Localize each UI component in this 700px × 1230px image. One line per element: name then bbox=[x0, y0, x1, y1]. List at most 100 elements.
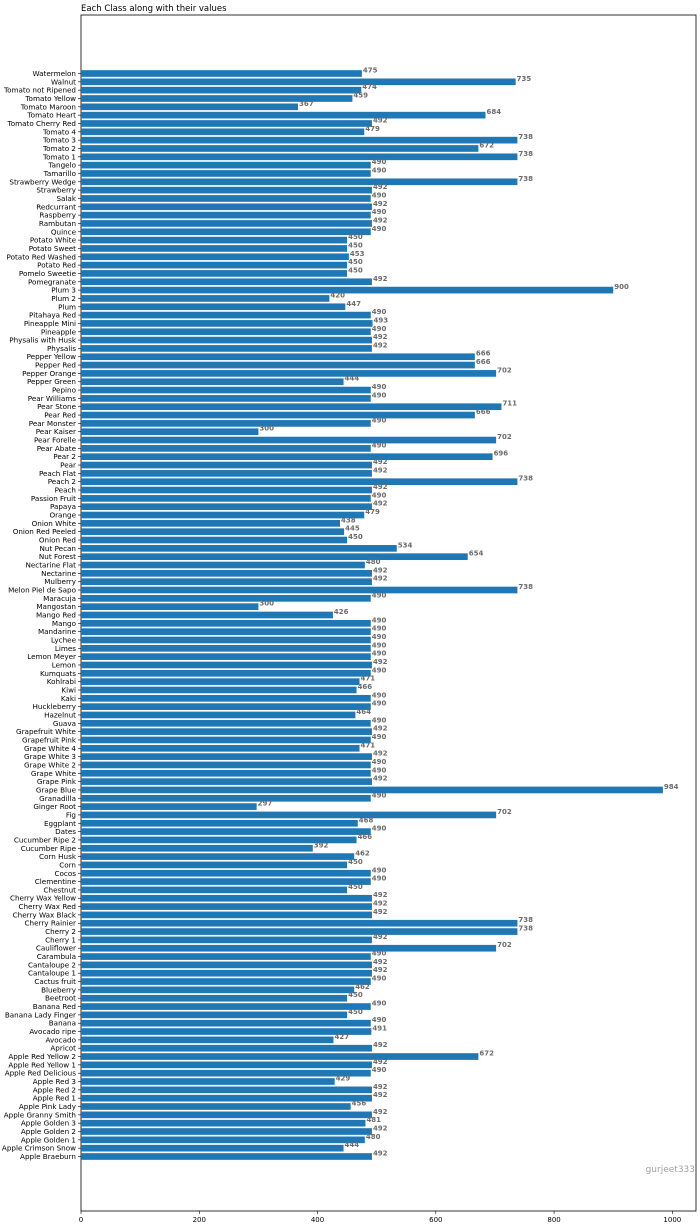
bar bbox=[81, 636, 371, 644]
value-label: 479 bbox=[365, 125, 380, 133]
bar bbox=[81, 811, 497, 819]
category-label: Apple Golden 1 bbox=[21, 1135, 76, 1144]
category-label: Pineapple bbox=[41, 327, 77, 336]
bar bbox=[81, 778, 372, 785]
category-label: Apple Red Yellow 2 bbox=[8, 1052, 76, 1061]
value-label: 468 bbox=[359, 816, 374, 824]
category-label: Tomato Cherry Red bbox=[7, 119, 76, 128]
value-label: 480 bbox=[366, 1133, 381, 1141]
bar bbox=[81, 153, 518, 161]
category-label: Grape Blue bbox=[36, 785, 77, 794]
value-label: 738 bbox=[518, 175, 533, 183]
value-label: 490 bbox=[372, 700, 387, 708]
category-label: Pear Stone bbox=[37, 402, 76, 411]
bar bbox=[81, 245, 348, 252]
bar bbox=[81, 661, 372, 669]
category-label: Grape Pink bbox=[37, 777, 77, 786]
value-label: 684 bbox=[486, 108, 501, 116]
value-label: 492 bbox=[373, 966, 388, 974]
category-label: Tomato 4 bbox=[42, 127, 76, 136]
category-label: Banana Red bbox=[33, 1002, 76, 1011]
bar bbox=[81, 1078, 335, 1085]
bar bbox=[81, 478, 518, 486]
bar bbox=[81, 78, 516, 86]
bar bbox=[81, 628, 371, 635]
value-label: 427 bbox=[335, 1033, 350, 1041]
category-label: Corn bbox=[59, 860, 76, 869]
value-label: 654 bbox=[469, 550, 484, 558]
category-label: Huckleberry bbox=[32, 702, 76, 711]
bar bbox=[81, 1003, 371, 1010]
bar bbox=[81, 186, 372, 194]
category-label: Raspberry bbox=[39, 211, 76, 220]
value-label: 491 bbox=[372, 1025, 387, 1033]
bar bbox=[81, 461, 372, 469]
bar bbox=[81, 211, 371, 219]
bar bbox=[81, 1036, 334, 1044]
bar bbox=[81, 1086, 372, 1094]
value-label: 490 bbox=[372, 766, 387, 774]
value-label: 490 bbox=[372, 650, 387, 658]
category-label: Pitahaya Red bbox=[29, 311, 76, 320]
value-label: 490 bbox=[372, 158, 387, 166]
value-label: 711 bbox=[502, 400, 517, 408]
value-label: 492 bbox=[373, 775, 388, 783]
bar bbox=[81, 320, 373, 327]
category-label: Pepino bbox=[52, 386, 76, 395]
bar bbox=[81, 111, 486, 119]
category-label: Pear Forelle bbox=[34, 436, 77, 445]
value-label: 490 bbox=[372, 416, 387, 424]
bar bbox=[81, 703, 371, 710]
category-label: Clementine bbox=[35, 877, 77, 886]
value-label: 459 bbox=[353, 91, 368, 99]
value-label: 696 bbox=[494, 450, 509, 458]
value-label: 738 bbox=[518, 916, 533, 924]
value-label: 702 bbox=[497, 941, 512, 949]
value-label: 490 bbox=[372, 191, 387, 199]
bar bbox=[81, 728, 372, 735]
bar bbox=[81, 869, 371, 877]
bar bbox=[81, 953, 371, 960]
category-label: Mango Red bbox=[36, 611, 76, 620]
value-label: 490 bbox=[372, 1066, 387, 1074]
category-label: Apple Red 3 bbox=[33, 1077, 76, 1086]
value-label: 492 bbox=[373, 900, 388, 908]
bar bbox=[81, 511, 365, 519]
bar bbox=[81, 278, 372, 286]
bar bbox=[81, 578, 372, 586]
category-label: Potato White bbox=[30, 236, 77, 245]
category-label: Grape White 2 bbox=[24, 760, 76, 769]
bar bbox=[81, 295, 330, 302]
value-label: 492 bbox=[373, 1150, 388, 1158]
value-label: 420 bbox=[330, 291, 345, 299]
category-label: Pear Abate bbox=[37, 444, 77, 453]
value-label: 456 bbox=[352, 1100, 367, 1108]
category-label: Potato Sweet bbox=[29, 244, 76, 253]
bar bbox=[81, 928, 518, 935]
bar bbox=[81, 420, 371, 427]
category-label: Avocado ripe bbox=[29, 1027, 76, 1036]
x-tick-label: 200 bbox=[193, 1216, 206, 1224]
value-label: 490 bbox=[372, 625, 387, 633]
category-label: Mandarine bbox=[38, 627, 77, 636]
bar bbox=[81, 270, 348, 277]
value-label: 738 bbox=[518, 150, 533, 158]
bar bbox=[81, 653, 371, 660]
category-label: Orange bbox=[49, 511, 76, 520]
category-label: Beetroot bbox=[45, 994, 76, 1003]
bar bbox=[81, 528, 345, 536]
value-label: 492 bbox=[373, 341, 388, 349]
value-label: 490 bbox=[372, 975, 387, 983]
value-label: 462 bbox=[355, 983, 370, 991]
bar bbox=[81, 769, 371, 777]
value-label: 492 bbox=[373, 1083, 388, 1091]
category-label: Lemon bbox=[52, 660, 76, 669]
category-label: Dates bbox=[55, 827, 76, 836]
category-label: Apple Red 2 bbox=[33, 1085, 76, 1094]
value-label: 450 bbox=[348, 883, 363, 891]
category-label: Kumquats bbox=[40, 669, 76, 678]
bar bbox=[81, 545, 397, 552]
category-label: Grapefruit Pink bbox=[22, 735, 77, 744]
value-label: 481 bbox=[366, 1116, 381, 1124]
